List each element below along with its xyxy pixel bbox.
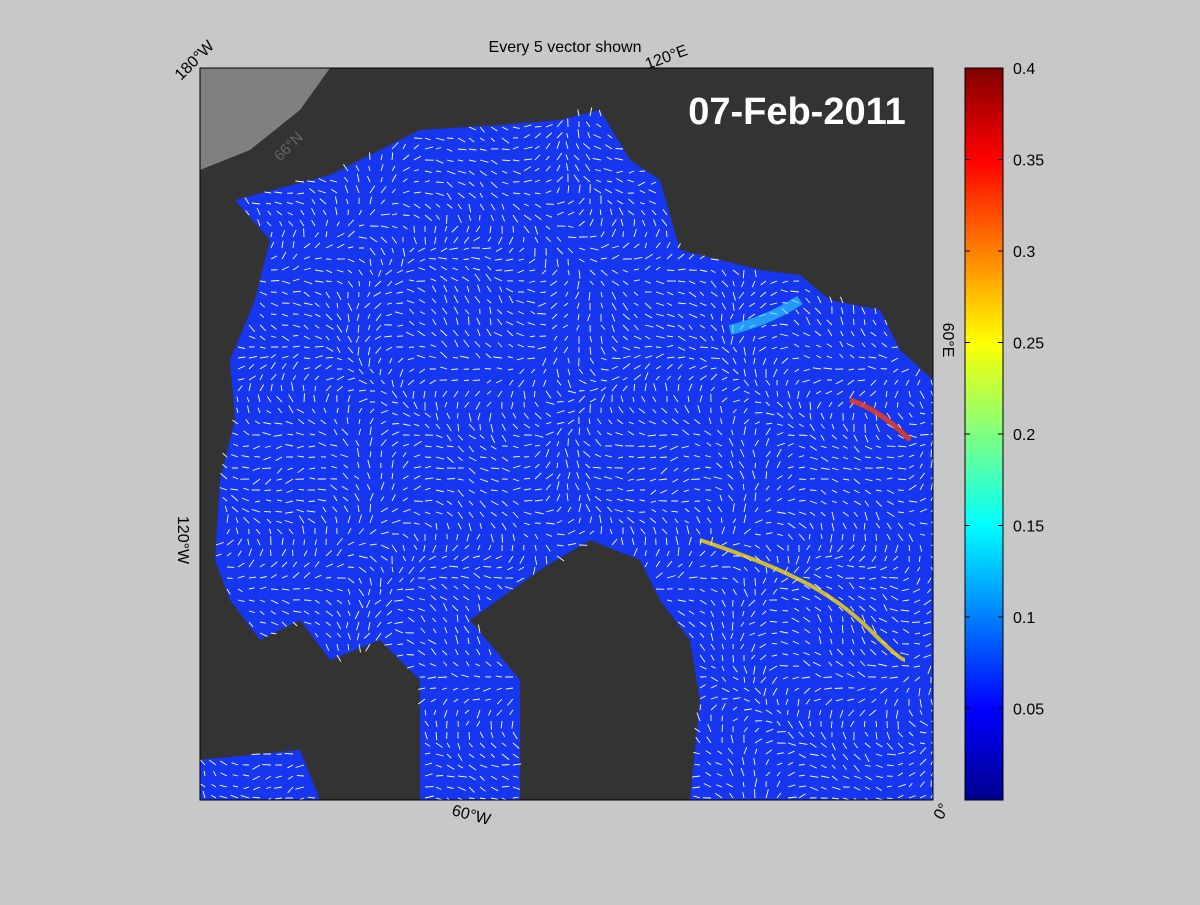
date-label: 07-Feb-2011 (688, 91, 906, 133)
colorbar-tick-label: 0.35 (1013, 153, 1044, 170)
colorbar-tick-label: 0.05 (1013, 702, 1044, 719)
colorbar-tick-label: 0.3 (1013, 244, 1035, 261)
colorbar-tick-label: 0.1 (1013, 610, 1035, 627)
fast-current (728, 295, 803, 335)
vectors (200, 107, 933, 800)
colorbar-axis: 0.05 0.1 0.15 0.2 0.25 0.3 0.35 0.4 (965, 61, 1044, 719)
fast-current (849, 397, 912, 442)
sea (200, 110, 933, 800)
colorbar-tick-label: 0.2 (1013, 427, 1035, 444)
colorbar-tick-label: 0.4 (1013, 61, 1035, 78)
colorbar-tick-label: 0.25 (1013, 336, 1044, 353)
outside-domain (200, 68, 330, 170)
map-frame (199, 67, 934, 801)
lon-label: 120°W (174, 516, 191, 565)
lon-label: 0° (931, 801, 953, 823)
map (200, 68, 933, 800)
lon-label: 60°E (939, 323, 956, 358)
map-title: Every 5 vector shown (489, 39, 642, 56)
vector-field (200, 107, 933, 800)
colorbar-tick-label: 0.15 (1013, 519, 1044, 536)
fast-current (699, 538, 906, 662)
lon-label: 60°W (450, 802, 493, 829)
colorbar (964, 67, 1004, 801)
